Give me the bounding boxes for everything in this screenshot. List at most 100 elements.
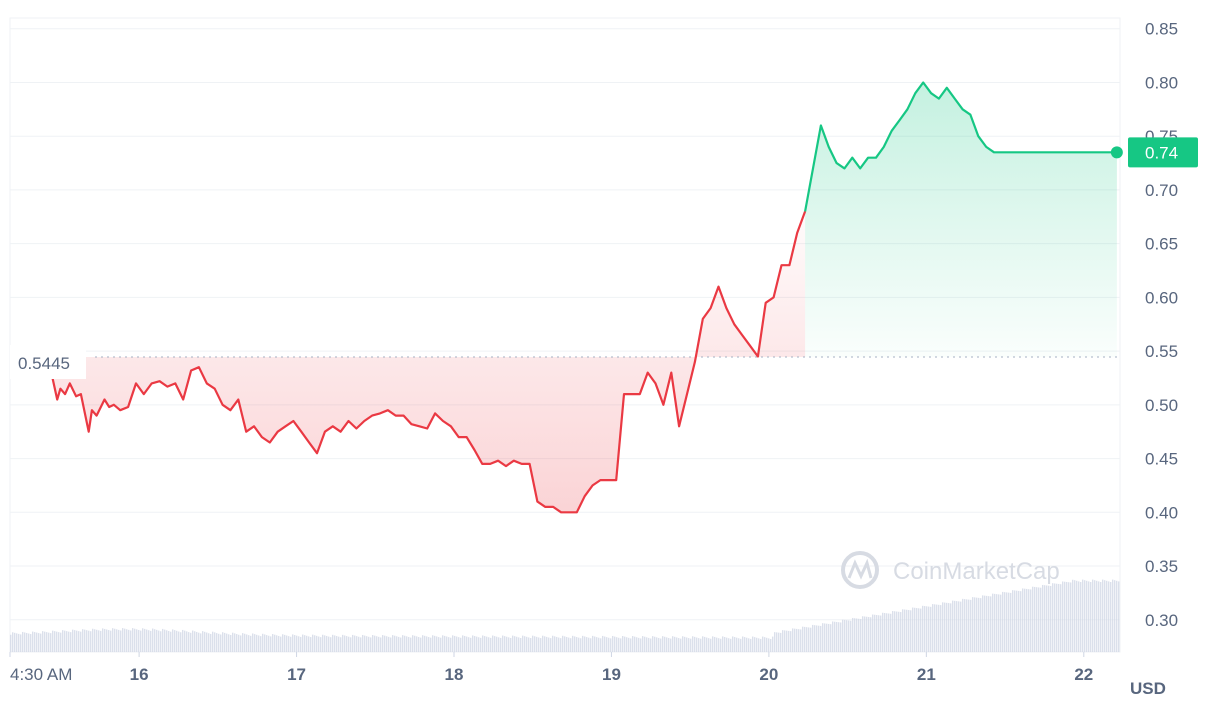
volume-bar xyxy=(812,624,814,652)
volume-bar xyxy=(288,636,290,652)
volume-bar xyxy=(262,633,264,652)
volume-bar xyxy=(736,637,738,652)
volume-bar xyxy=(490,637,492,652)
volume-bar xyxy=(242,633,244,652)
volume-bar xyxy=(324,635,326,652)
volume-bar xyxy=(338,636,340,652)
volume-bar xyxy=(948,603,950,652)
volume-bar xyxy=(564,636,566,652)
volume-bar xyxy=(82,629,84,652)
y-tick-label: 0.65 xyxy=(1145,235,1178,254)
volume-bar xyxy=(322,634,324,652)
volume-bar xyxy=(106,629,108,652)
volume-bar xyxy=(72,629,74,652)
volume-bar xyxy=(1046,585,1048,652)
volume-bar xyxy=(112,628,114,652)
volume-bar xyxy=(1004,592,1006,652)
volume-bar xyxy=(232,632,234,652)
volume-bar xyxy=(498,637,500,652)
volume-bar xyxy=(794,628,796,652)
volume-bar xyxy=(890,613,892,652)
volume-bar xyxy=(438,637,440,652)
volume-bar xyxy=(680,638,682,652)
volume-bar xyxy=(1036,587,1038,652)
volume-bar xyxy=(788,630,790,652)
volume-bar xyxy=(884,613,886,652)
volume-bar xyxy=(824,623,826,652)
volume-bar xyxy=(608,637,610,652)
volume-bar xyxy=(1020,591,1022,652)
volume-bar xyxy=(1024,588,1026,652)
volume-bar xyxy=(56,631,58,652)
volume-bar xyxy=(572,635,574,652)
volume-bar xyxy=(464,635,466,652)
volume-bar xyxy=(832,621,834,652)
volume-bar xyxy=(1038,587,1040,652)
volume-bar xyxy=(372,635,374,652)
volume-bar xyxy=(156,629,158,652)
volume-bar xyxy=(428,637,430,652)
volume-bar xyxy=(956,601,958,652)
volume-bar xyxy=(730,638,732,652)
volume-bar xyxy=(406,636,408,652)
volume-bar xyxy=(214,632,216,652)
volume-bar xyxy=(222,632,224,652)
volume-bar xyxy=(44,631,46,652)
volume-bar xyxy=(66,631,68,652)
volume-bar xyxy=(782,630,784,652)
volume-bar xyxy=(172,629,174,652)
volume-bar xyxy=(1074,580,1076,652)
y-tick-label: 0.55 xyxy=(1145,342,1178,361)
volume-bar xyxy=(450,637,452,652)
volume-bar xyxy=(1108,581,1110,652)
volume-bar xyxy=(562,635,564,652)
volume-bar xyxy=(264,634,266,652)
volume-bar xyxy=(702,636,704,652)
volume-bar xyxy=(630,638,632,652)
volume-bar xyxy=(454,635,456,652)
volume-bar xyxy=(100,630,102,652)
volume-bar xyxy=(492,635,494,652)
volume-bar xyxy=(460,637,462,652)
volume-bar xyxy=(158,630,160,652)
volume-bar xyxy=(1072,579,1074,652)
y-tick-label: 0.35 xyxy=(1145,557,1178,576)
volume-bar xyxy=(634,636,636,652)
volume-bar xyxy=(314,635,316,652)
volume-bar xyxy=(456,636,458,652)
volume-bar xyxy=(734,637,736,652)
volume-bar xyxy=(118,629,120,652)
volume-bar xyxy=(686,637,688,652)
volume-bar xyxy=(290,636,292,652)
volume-bar xyxy=(110,630,112,652)
volume-bar xyxy=(274,634,276,652)
volume-bar xyxy=(560,638,562,652)
volume-bar xyxy=(802,626,804,652)
reference-label-bg xyxy=(10,345,86,379)
volume-bar xyxy=(1078,581,1080,652)
current-price-badge xyxy=(1128,137,1198,168)
volume-bar xyxy=(766,637,768,652)
volume-bar xyxy=(304,635,306,652)
volume-bar xyxy=(596,637,598,652)
volume-bar xyxy=(826,623,828,652)
volume-bar xyxy=(694,636,696,652)
volume-bar xyxy=(836,621,838,652)
volume-bar xyxy=(926,606,928,652)
volume-bar xyxy=(748,638,750,652)
volume-bar xyxy=(750,638,752,652)
volume-bar xyxy=(210,633,212,652)
volume-bar xyxy=(280,636,282,652)
volume-bar xyxy=(872,614,874,652)
x-tick-label: 21 xyxy=(917,665,936,684)
volume-bar xyxy=(970,599,972,652)
volume-bar xyxy=(244,633,246,652)
volume-bar xyxy=(668,637,670,652)
volume-bar xyxy=(488,637,490,652)
volume-bar xyxy=(62,630,64,652)
volume-bar xyxy=(1022,588,1024,652)
volume-bar xyxy=(940,605,942,652)
volume-bar xyxy=(188,632,190,652)
volume-bar xyxy=(468,637,470,652)
volume-bar xyxy=(1106,580,1108,652)
